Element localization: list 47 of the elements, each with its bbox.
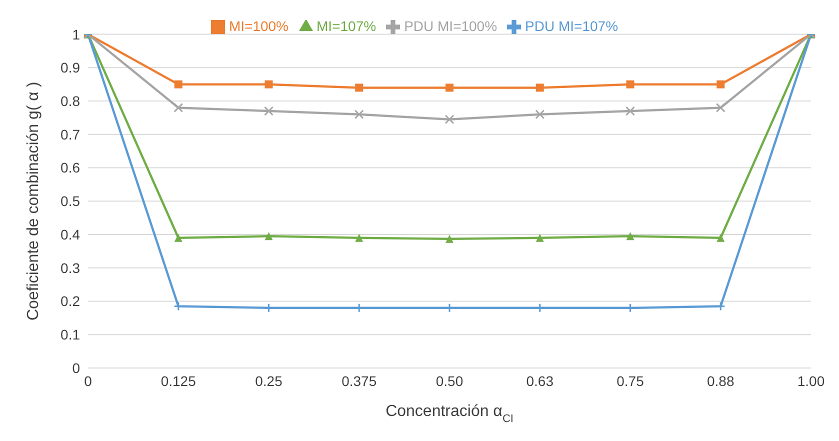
x-tick-label: 0.25 [255, 372, 283, 389]
y-tick-label: 0.7 [60, 126, 80, 142]
point [716, 102, 726, 112]
legend-label: PDU MI=107% [525, 18, 618, 34]
y-tick-label: 0.9 [60, 60, 80, 76]
point [264, 106, 274, 116]
y-tick-label: 0 [72, 360, 80, 376]
x-tick-label: 0.125 [160, 372, 196, 389]
point [355, 234, 364, 242]
point [264, 80, 273, 88]
point [174, 234, 182, 242]
y-tick-label: 0.3 [60, 260, 80, 276]
point [264, 232, 273, 240]
point [716, 234, 725, 242]
point [446, 84, 454, 92]
point [446, 234, 454, 243]
x-axis-title: Concentración α$_{CI}$ [386, 403, 514, 425]
x-tick-label: 0.50 [436, 372, 464, 389]
point [536, 234, 544, 242]
x-tick-label: 0.375 [342, 372, 377, 389]
point [626, 106, 635, 116]
point [535, 110, 545, 120]
point [354, 110, 364, 120]
legend-label: PDU MI=100% [404, 18, 498, 34]
point [536, 84, 544, 92]
x-tick-label: 1.00 [797, 372, 825, 389]
point [626, 232, 634, 240]
legend-label: MI=100% [228, 18, 289, 34]
y-tick-label: 0.1 [60, 326, 80, 343]
y-tick-label: 0.6 [60, 160, 80, 176]
x-tick-label: 0.75 [616, 372, 644, 389]
point [626, 80, 634, 88]
legend-label: MI=107% [316, 18, 376, 34]
point [174, 80, 182, 88]
point [444, 114, 454, 124]
y-tick-label: 1 [72, 26, 80, 42]
y-tick-label: 0.8 [60, 93, 80, 110]
x-tick-label: 0.88 [707, 372, 734, 389]
y-axis-title: Coeficiente de combinación g( α ) [25, 82, 42, 320]
y-tick-label: 0.4 [60, 226, 80, 242]
point [355, 84, 364, 92]
point [174, 102, 184, 112]
point [716, 80, 725, 88]
x-tick-label: 0 [84, 372, 92, 389]
y-tick-label: 0.2 [60, 293, 80, 310]
x-tick-label: 0.63 [526, 372, 554, 389]
y-tick-label: 0.5 [60, 193, 80, 210]
